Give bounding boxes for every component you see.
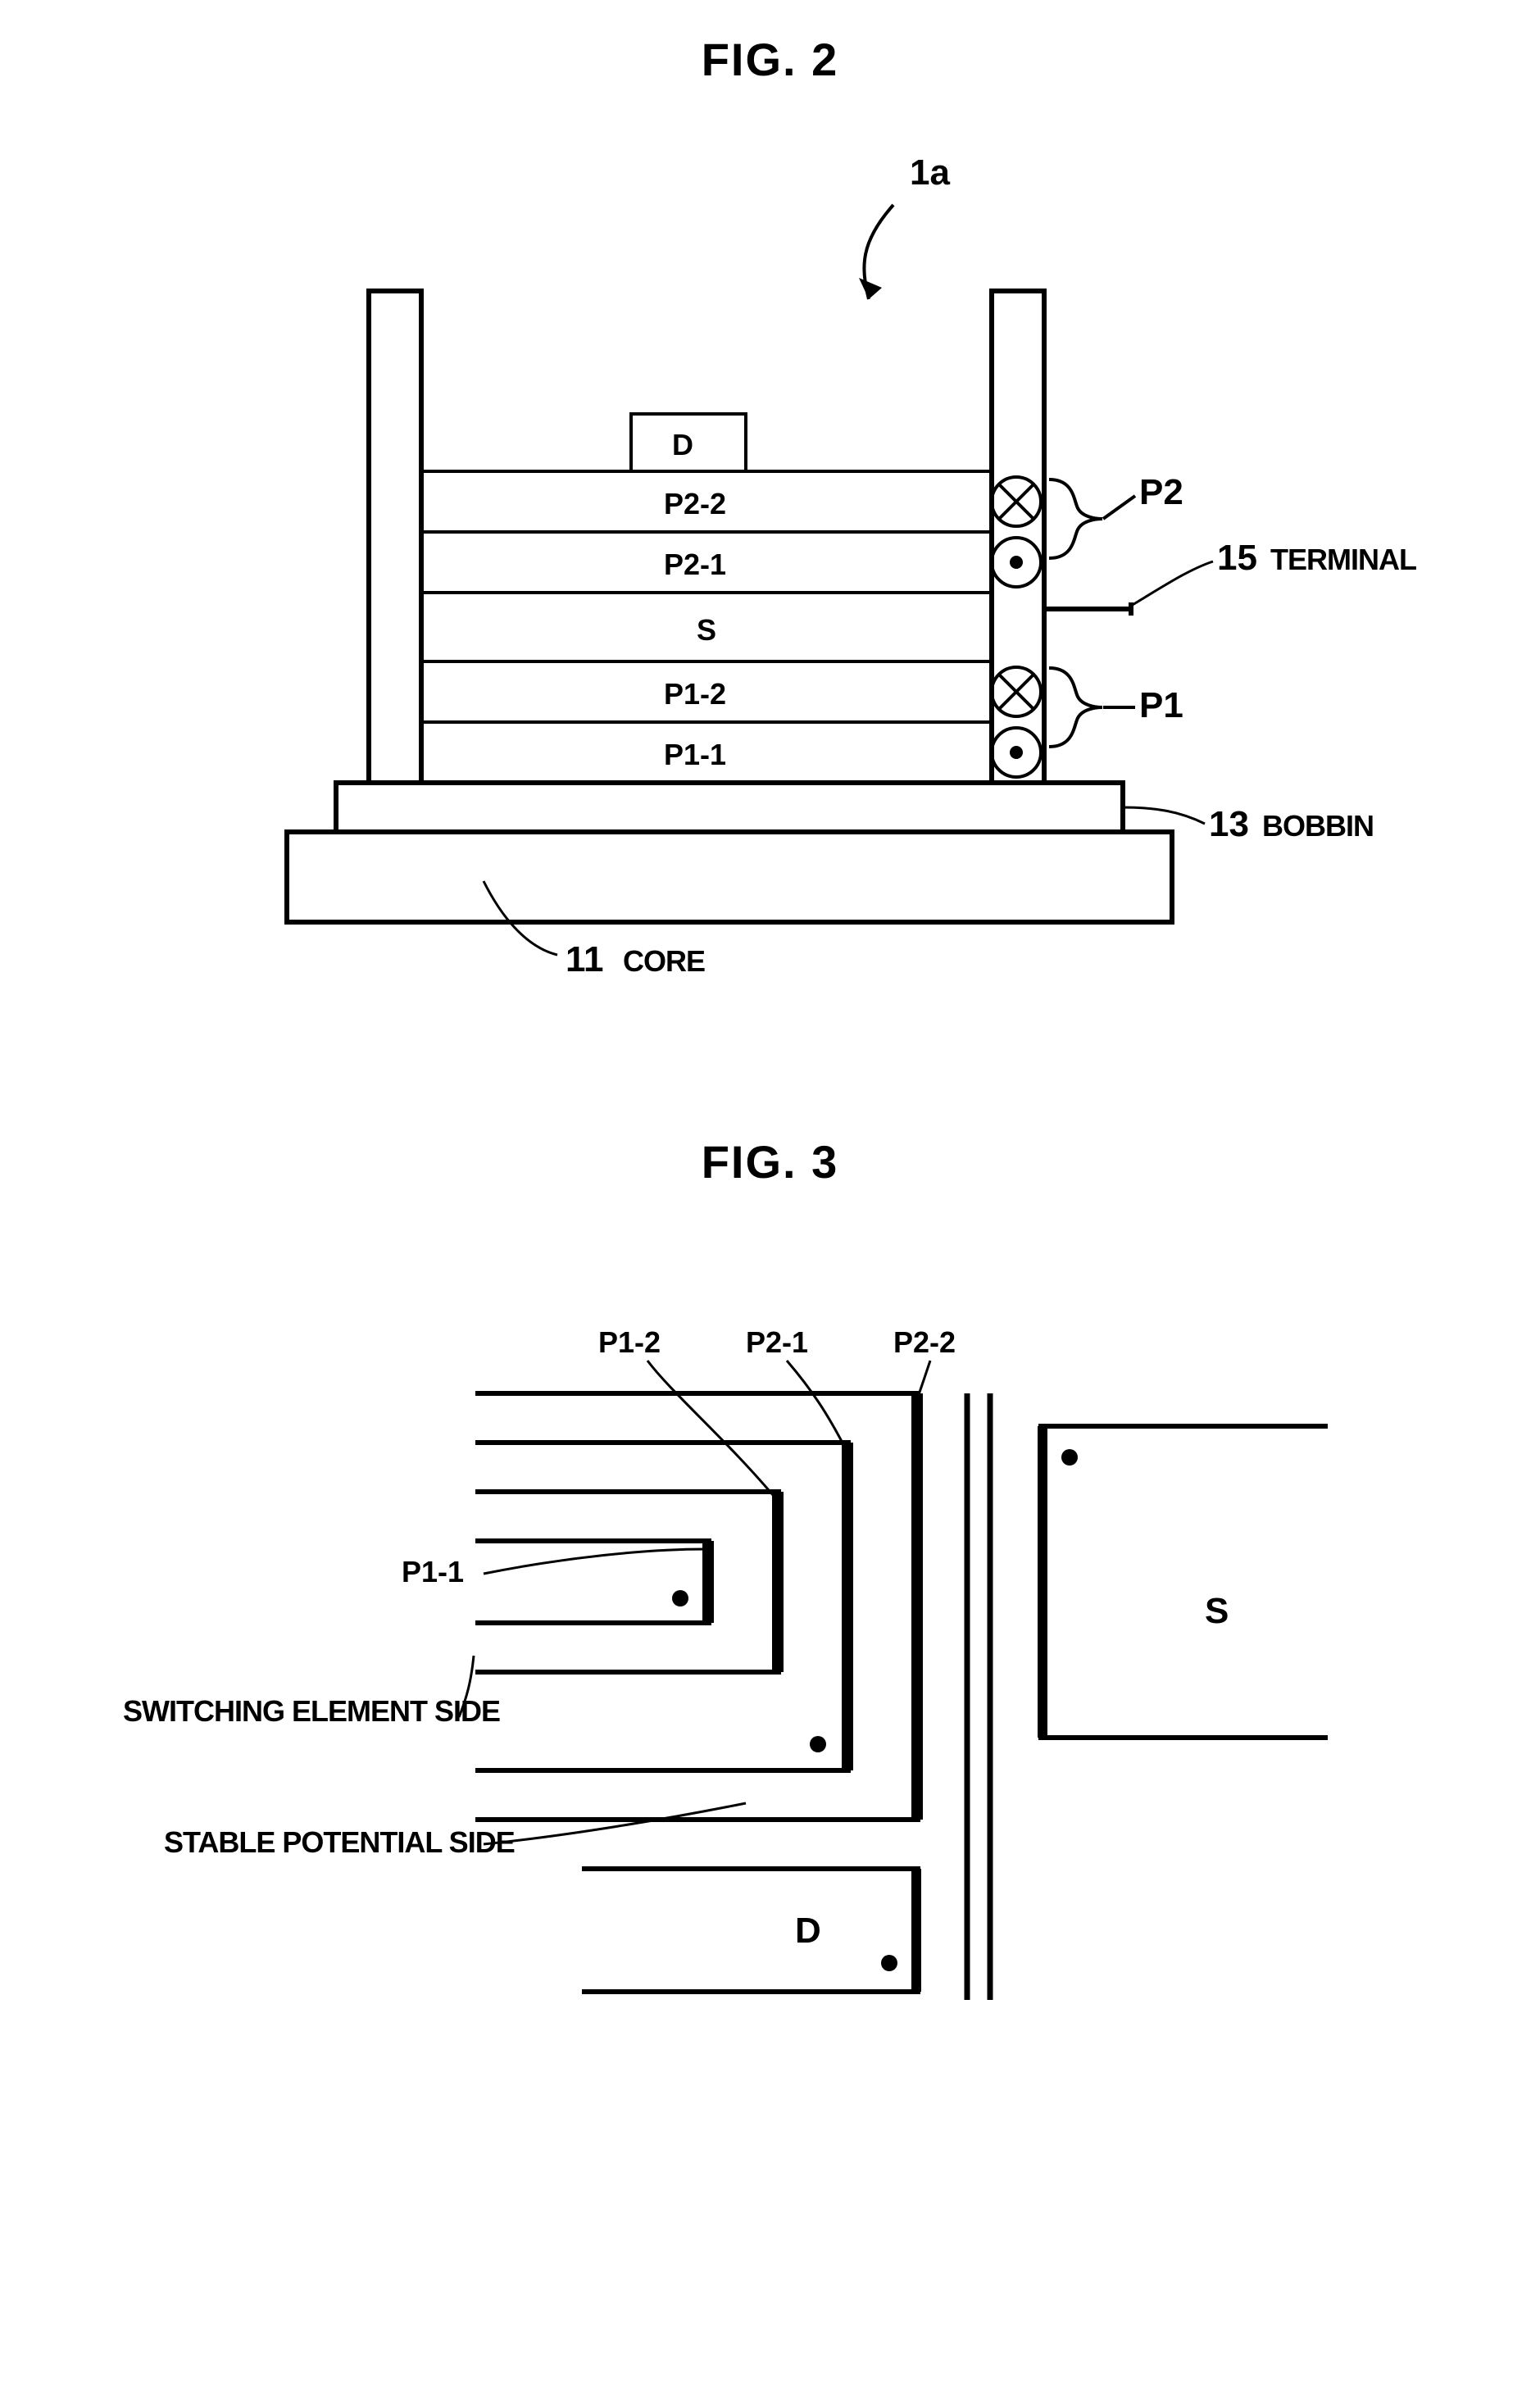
- core-base: [287, 832, 1172, 922]
- p2-leader: [1103, 496, 1135, 519]
- lbl-p1-1: P1-1: [402, 1555, 464, 1588]
- leader-p2-2: [916, 1361, 930, 1402]
- fig2-svg: 1a: [74, 127, 1467, 988]
- coil-p2-2-heavy: [911, 1393, 923, 1820]
- p1-text: P1: [1139, 685, 1183, 725]
- terminal-num: 15: [1217, 538, 1257, 578]
- coil-d: [582, 1869, 918, 1992]
- p1-2-label: P1-2: [664, 677, 726, 711]
- dot-p2-1: [810, 1736, 826, 1752]
- s-label: S: [697, 613, 716, 647]
- lbl-p2-1: P2-1: [746, 1325, 808, 1359]
- s-text: S: [1205, 1591, 1229, 1631]
- terminal-leader: [1131, 561, 1213, 606]
- bobbin-text: BOBBIN: [1262, 809, 1374, 843]
- brace-p2: [1049, 479, 1102, 558]
- left-post: [369, 291, 421, 783]
- coil-d-heavy: [911, 1869, 921, 1992]
- figure-2: FIG. 2 1a: [33, 33, 1507, 988]
- lbl-switching: SWITCHING ELEMENT SIDE: [123, 1694, 500, 1728]
- leader-p1-2: [647, 1361, 777, 1500]
- fig3-title: FIG. 3: [33, 1135, 1507, 1188]
- p2-text: P2: [1139, 472, 1183, 512]
- fig2-title: FIG. 2: [33, 33, 1507, 86]
- coil-p2-1-heavy: [842, 1443, 853, 1770]
- bobbin-num: 13: [1209, 804, 1249, 844]
- dot-s: [1061, 1449, 1078, 1466]
- d-label: D: [672, 428, 693, 461]
- terminal-text: TERMINAL: [1270, 543, 1416, 576]
- symbol-p2-1: [992, 538, 1041, 587]
- symbol-p1-1: [992, 728, 1041, 777]
- bobbin-leader: [1123, 807, 1205, 824]
- leader-p2-1: [787, 1361, 847, 1451]
- leader-p1-1: [484, 1549, 705, 1574]
- brace-p1: [1049, 668, 1102, 747]
- fig3-svg: S D P1-2 P2-1 P2-2 P1-1 SWITCHING ELEMEN…: [74, 1229, 1467, 2049]
- core-num: 11: [566, 939, 604, 979]
- lbl-p2-2: P2-2: [893, 1325, 956, 1359]
- dot-p1-1: [672, 1590, 688, 1606]
- coil-p1-2: [475, 1492, 779, 1672]
- coil-p1-2-heavy: [772, 1492, 784, 1672]
- coil-s-heavy: [1038, 1426, 1047, 1738]
- assembly-arrowhead: [859, 278, 882, 299]
- figure-3: FIG. 3 S D P1-2 P2-1 P2-2: [33, 1135, 1507, 2049]
- lbl-stable: STABLE POTENTIAL SIDE: [164, 1825, 515, 1859]
- coil-p1-1: [475, 1541, 709, 1623]
- p2-2-label: P2-2: [664, 487, 726, 520]
- symbol-p2-2: [992, 477, 1041, 526]
- symbol-p1-2: [992, 667, 1041, 716]
- core-leader: [484, 881, 557, 955]
- lbl-p1-2: P1-2: [598, 1325, 661, 1359]
- coil-s: [1041, 1426, 1328, 1738]
- assembly-label: 1a: [910, 152, 950, 193]
- p1-1-label: P1-1: [664, 738, 726, 771]
- core-text: CORE: [623, 944, 705, 978]
- p2-1-label: P2-1: [664, 548, 726, 581]
- leader-stable: [484, 1803, 746, 1844]
- dot-d: [881, 1955, 897, 1971]
- d-text: D: [795, 1911, 821, 1951]
- coil-p1-1-heavy: [702, 1541, 714, 1623]
- bobbin-plate: [336, 783, 1123, 832]
